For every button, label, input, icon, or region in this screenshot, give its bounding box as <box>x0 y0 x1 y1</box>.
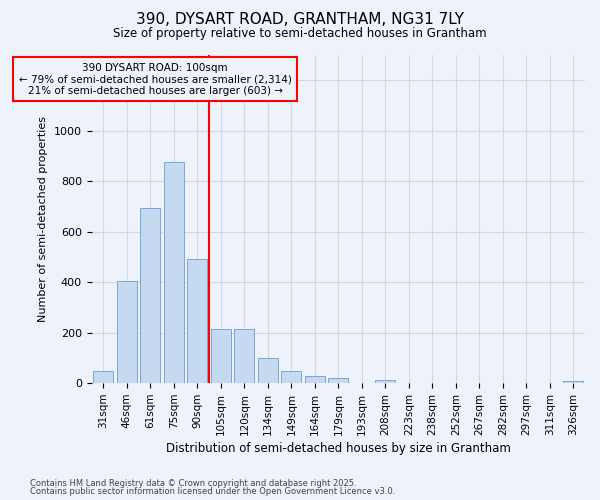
Bar <box>94 372 113 383</box>
Bar <box>281 372 301 383</box>
X-axis label: Distribution of semi-detached houses by size in Grantham: Distribution of semi-detached houses by … <box>166 442 511 455</box>
Text: Contains public sector information licensed under the Open Government Licence v3: Contains public sector information licen… <box>30 487 395 496</box>
Text: 390 DYSART ROAD: 100sqm
← 79% of semi-detached houses are smaller (2,314)
21% of: 390 DYSART ROAD: 100sqm ← 79% of semi-de… <box>19 62 292 96</box>
Bar <box>235 330 254 383</box>
Text: Size of property relative to semi-detached houses in Grantham: Size of property relative to semi-detach… <box>113 28 487 40</box>
Bar <box>187 260 208 383</box>
Bar <box>563 380 583 383</box>
Bar <box>376 380 395 383</box>
Bar <box>211 330 231 383</box>
Text: 390, DYSART ROAD, GRANTHAM, NG31 7LY: 390, DYSART ROAD, GRANTHAM, NG31 7LY <box>136 12 464 28</box>
Bar <box>305 376 325 383</box>
Bar <box>328 378 349 383</box>
Bar <box>140 208 160 383</box>
Text: Contains HM Land Registry data © Crown copyright and database right 2025.: Contains HM Land Registry data © Crown c… <box>30 478 356 488</box>
Bar <box>258 358 278 383</box>
Bar <box>164 162 184 383</box>
Y-axis label: Number of semi-detached properties: Number of semi-detached properties <box>38 116 48 322</box>
Bar <box>117 282 137 383</box>
